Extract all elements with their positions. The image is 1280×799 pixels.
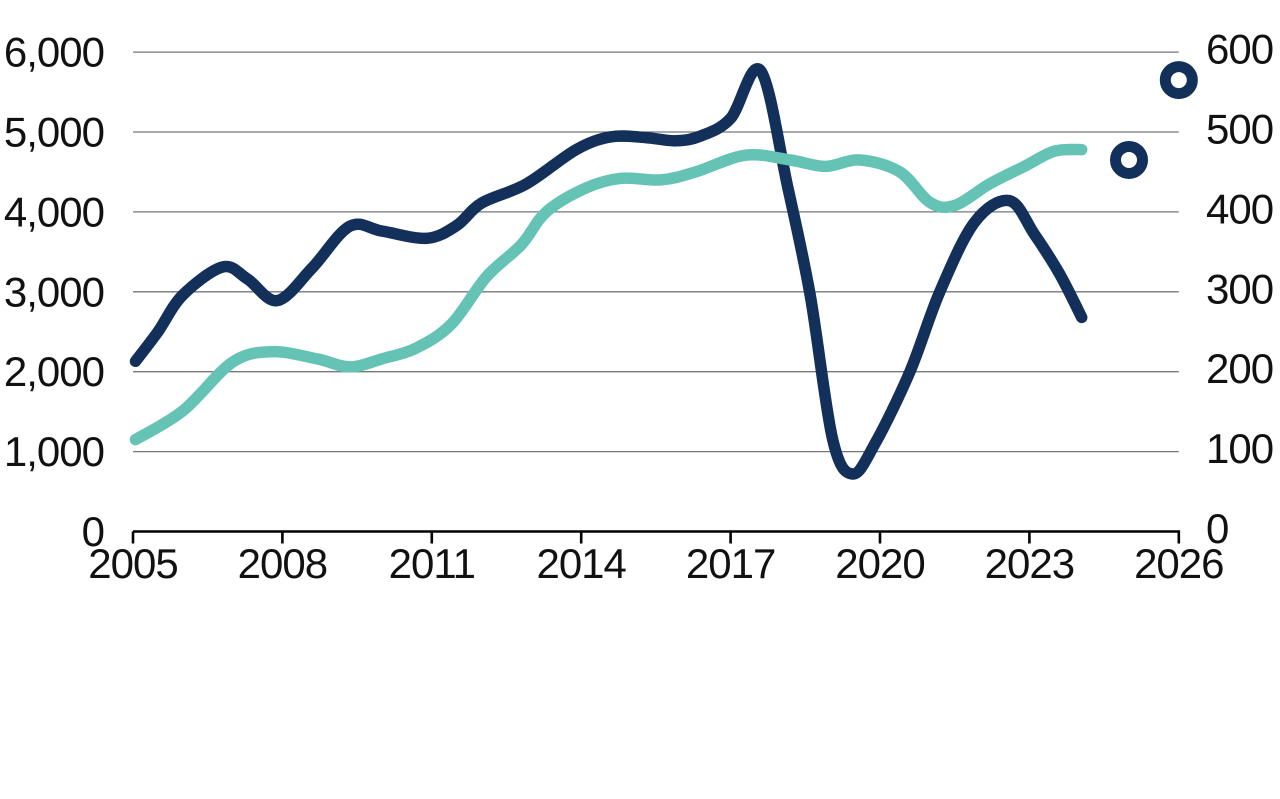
left-axis-tick-label: 6,000 (4, 29, 104, 76)
chart-legend: Deliveries (RHS) Company targets for 202… (0, 645, 1280, 799)
left-axis-tick-label: 0 (82, 508, 104, 555)
right-axis-tick-label: 200 (1206, 345, 1273, 392)
x-axis-tick-label: 2014 (536, 540, 626, 587)
x-axis-tick-label: 2017 (686, 540, 775, 587)
x-axis-tick-label: 2020 (835, 540, 924, 587)
chart-plot-area: 0 1,000 2,000 3,000 4,000 5,000 6,000 0 100 200 30… (4, 26, 1274, 587)
company-target-marker (1159, 61, 1198, 100)
x-axis-tick-label: 2023 (985, 540, 1074, 587)
company-target-marker (1110, 140, 1148, 179)
x-axis-tick-label: 2026 (1134, 540, 1223, 587)
left-axis-tick-label: 1,000 (4, 428, 104, 475)
backlog-line (129, 143, 1088, 446)
x-axis-tick-label: 2005 (88, 540, 177, 587)
right-axis-tick-label: 500 (1206, 106, 1273, 153)
right-axis-tick-label: 100 (1206, 425, 1273, 472)
x-axis-tick-label: 2011 (389, 540, 475, 587)
deliveries-line (129, 62, 1088, 480)
left-axis-tick-label: 4,000 (4, 188, 104, 235)
right-axis-tick-label: 400 (1206, 185, 1273, 232)
left-axis-tick-label: 3,000 (4, 268, 104, 315)
right-axis-tick-label: 600 (1206, 26, 1273, 73)
right-axis-tick-label: 0 (1206, 505, 1228, 552)
left-axis-tick-label: 2,000 (4, 348, 104, 395)
left-axis-tick-label: 5,000 (4, 109, 104, 156)
x-axis-tick-label: 2008 (238, 540, 327, 587)
right-axis-tick-label: 300 (1206, 265, 1273, 312)
